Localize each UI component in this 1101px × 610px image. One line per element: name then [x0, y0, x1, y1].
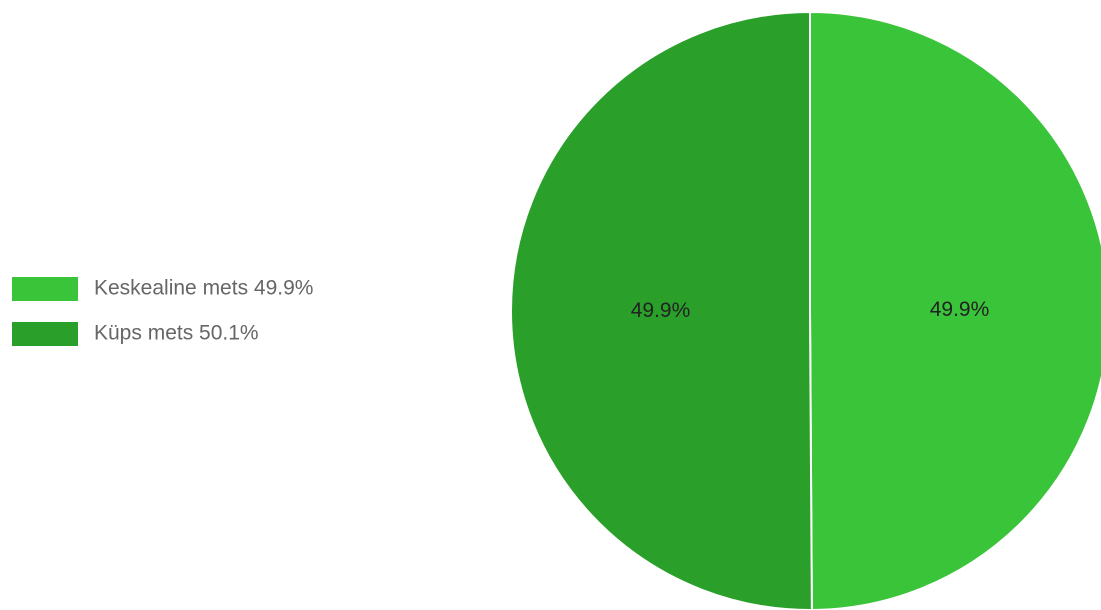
legend-label: Küps mets 50.1%: [94, 322, 259, 345]
legend-label: Keskealine mets 49.9%: [94, 277, 313, 300]
legend-swatch: [12, 322, 78, 346]
legend-swatch: [12, 277, 78, 301]
pie-slice: [809, 10, 1101, 610]
slice-label: 49.9%: [930, 298, 990, 321]
slice-label: 49.9%: [631, 299, 691, 322]
pie-slice: [509, 10, 813, 610]
